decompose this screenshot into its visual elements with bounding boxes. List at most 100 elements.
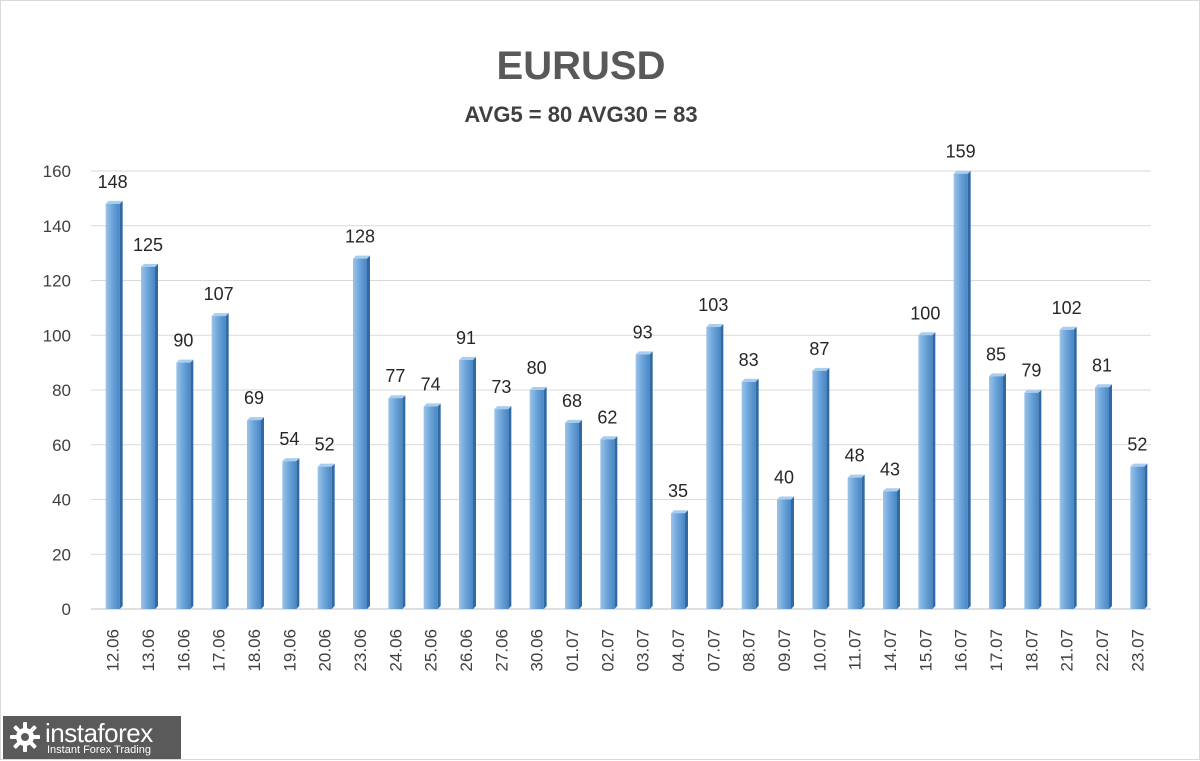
bar-top bbox=[1130, 463, 1148, 467]
bar-front bbox=[494, 409, 509, 609]
data-label: 81 bbox=[1092, 355, 1112, 375]
data-label: 90 bbox=[173, 331, 193, 351]
y-tick-label: 20 bbox=[52, 545, 71, 564]
bar-side bbox=[473, 356, 476, 609]
x-tick-label: 23.06 bbox=[351, 629, 370, 672]
bar-top bbox=[176, 359, 194, 363]
bar-side bbox=[508, 406, 512, 609]
x-tick-label: 14.07 bbox=[881, 629, 900, 672]
bar bbox=[1130, 463, 1148, 609]
bar-front bbox=[600, 439, 615, 609]
bar-top bbox=[353, 255, 370, 259]
bar-side bbox=[685, 510, 688, 609]
bar-side bbox=[1073, 326, 1077, 609]
x-tick-label: 19.06 bbox=[280, 629, 299, 672]
bar-front bbox=[953, 173, 968, 610]
bar-front bbox=[565, 422, 579, 609]
bar bbox=[176, 359, 194, 609]
bar-front bbox=[176, 362, 191, 609]
bar-side bbox=[967, 170, 971, 610]
data-label: 73 bbox=[491, 377, 511, 397]
bar bbox=[1024, 389, 1042, 609]
bar bbox=[211, 313, 229, 609]
x-tick-label: 15.07 bbox=[916, 629, 935, 672]
x-tick-label: 24.06 bbox=[386, 629, 405, 672]
bar-front bbox=[247, 420, 261, 609]
bar-front bbox=[812, 370, 827, 609]
bar-side bbox=[791, 496, 794, 609]
data-label: 85 bbox=[986, 344, 1006, 364]
data-label: 54 bbox=[279, 429, 299, 449]
y-axis-ticks: 0 20 40 60 80 100 120 140 160 bbox=[43, 162, 71, 619]
bar bbox=[706, 324, 724, 609]
bar-top bbox=[706, 324, 724, 328]
bar bbox=[494, 406, 512, 609]
x-tick-label: 02.07 bbox=[598, 629, 617, 672]
data-label: 148 bbox=[98, 172, 128, 192]
bar-top bbox=[211, 313, 229, 317]
bar bbox=[671, 510, 688, 609]
bar-front bbox=[1059, 329, 1074, 609]
bar-side bbox=[331, 463, 335, 609]
bar bbox=[141, 263, 158, 609]
bar-side bbox=[119, 200, 123, 609]
data-label: 100 bbox=[910, 303, 940, 323]
data-label: 83 bbox=[739, 350, 759, 370]
bar-front bbox=[883, 491, 897, 609]
bar-front bbox=[105, 203, 120, 609]
x-tick-label: 11.07 bbox=[846, 629, 865, 670]
bar-side bbox=[543, 387, 547, 609]
bar-front bbox=[1095, 387, 1109, 609]
bar-side bbox=[649, 351, 653, 609]
bar bbox=[635, 351, 653, 609]
data-label: 35 bbox=[668, 481, 688, 501]
bar-top bbox=[247, 417, 264, 421]
bar bbox=[600, 436, 618, 609]
bar-front bbox=[141, 266, 155, 609]
bar-front bbox=[423, 406, 438, 609]
x-tick-label: 30.06 bbox=[528, 629, 547, 672]
y-tick-label: 60 bbox=[52, 436, 71, 455]
x-tick-label: 17.06 bbox=[210, 629, 229, 672]
y-tick-label: 160 bbox=[43, 162, 71, 181]
data-label: 79 bbox=[1021, 361, 1041, 381]
data-label: 40 bbox=[774, 468, 794, 488]
bar-side bbox=[720, 324, 724, 609]
x-tick-label: 21.07 bbox=[1058, 629, 1077, 672]
data-label: 103 bbox=[698, 295, 728, 315]
data-label: 80 bbox=[527, 358, 547, 378]
bar-side bbox=[437, 403, 441, 609]
x-tick-label: 16.06 bbox=[174, 629, 193, 672]
bar bbox=[812, 367, 830, 609]
bar-side bbox=[755, 378, 759, 609]
x-tick-label: 12.06 bbox=[104, 629, 123, 672]
bar-top bbox=[388, 395, 406, 399]
data-label: 87 bbox=[809, 339, 829, 359]
data-label: 69 bbox=[244, 388, 264, 408]
data-label: 107 bbox=[204, 284, 234, 304]
bar-top bbox=[494, 406, 512, 410]
bar-side bbox=[296, 458, 300, 609]
bar bbox=[388, 395, 406, 609]
bar-front bbox=[989, 376, 1003, 609]
x-tick-label: 23.07 bbox=[1128, 629, 1147, 672]
bar bbox=[247, 417, 264, 609]
bar-top bbox=[565, 419, 582, 423]
data-label: 62 bbox=[597, 407, 617, 427]
y-tick-label: 40 bbox=[52, 491, 71, 510]
bar-top bbox=[989, 373, 1006, 377]
x-tick-label: 22.07 bbox=[1093, 629, 1112, 672]
logo-brand-text: instaforex bbox=[45, 718, 153, 748]
instaforex-logo: instaforex Instant Forex Trading bbox=[3, 716, 181, 759]
bar-side bbox=[367, 255, 370, 609]
data-label: 91 bbox=[456, 328, 476, 348]
bar-top bbox=[635, 351, 653, 355]
data-label: 74 bbox=[421, 374, 441, 394]
bar-side bbox=[190, 359, 194, 609]
bar-top bbox=[953, 170, 971, 174]
bar-top bbox=[883, 488, 900, 492]
x-tick-label: 04.07 bbox=[669, 629, 688, 672]
y-tick-label: 140 bbox=[43, 217, 71, 236]
bar-side bbox=[155, 263, 158, 609]
